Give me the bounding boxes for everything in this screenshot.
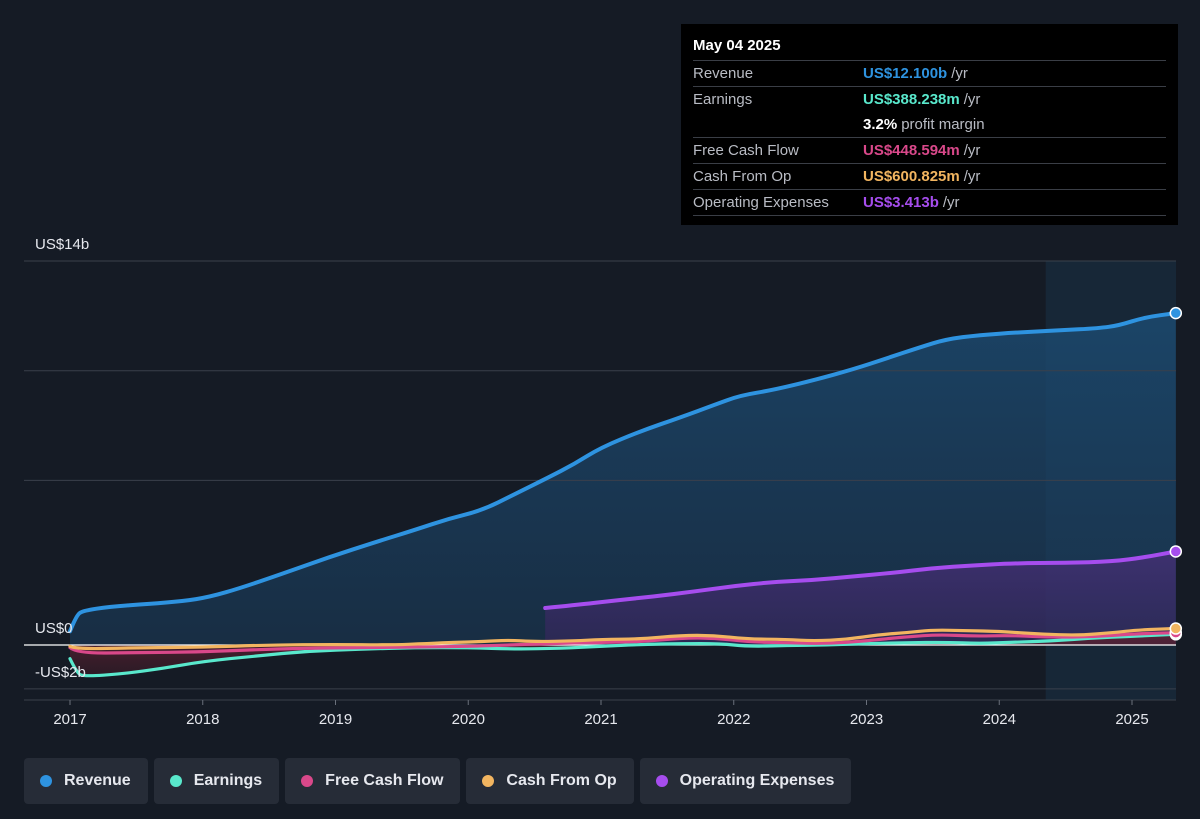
legend-item-operating-expenses[interactable]: Operating Expenses [639,758,852,804]
tooltip-value: 3.2% [863,115,898,133]
y-tick-label: -US$2b [35,664,86,681]
tooltip-value: US$3.413b [863,193,939,211]
tooltip-unit: /yr [942,193,960,211]
tooltip-row-operating-expenses: Operating Expenses US$3.413b /yr [693,189,1166,216]
legend-label: Revenue [64,772,131,789]
tooltip-label: Revenue [693,64,754,82]
x-tick-label: 2018 [186,711,219,728]
tooltip-row-earnings: Earnings US$388.238m /yr [693,86,1166,112]
legend-label: Earnings [193,772,263,789]
x-tick-label: 2024 [983,711,1016,728]
tooltip-row-profit-margin: 3.2% profit margin [693,112,1166,137]
tooltip-value: US$600.825m [863,167,960,185]
tooltip-label: Cash From Op [693,167,792,185]
tooltip-value: US$388.238m [863,90,960,108]
x-tick-label: 2017 [53,711,86,728]
revenue-line [68,311,1178,634]
legend-item-cash-from-op[interactable]: Cash From Op [466,758,634,804]
legend-item-free-cash-flow[interactable]: Free Cash Flow [285,758,461,804]
tooltip-date: May 04 2025 [693,37,781,54]
tooltip-label: Free Cash Flow [693,141,799,159]
y-tick-label: US$14b [35,236,89,253]
tooltip-unit: /yr [963,167,981,185]
tooltip-unit: /yr [963,90,981,108]
x-tick-label: 2022 [717,711,750,728]
x-tick-label: 2021 [584,711,617,728]
legend-dot-icon [40,775,52,787]
x-tick-label: 2023 [850,711,883,728]
legend: Revenue Earnings Free Cash Flow Cash Fro… [24,758,852,804]
tooltip-label: Operating Expenses [693,193,829,211]
legend-dot-icon [482,775,495,787]
tooltip-unit: /yr [951,64,968,82]
earnings-line [68,632,1178,678]
tooltip-value: US$12.100b [863,64,948,82]
x-tick-label: 2019 [319,711,352,728]
revenue-area [70,313,1176,645]
tooltip-label: Earnings [693,90,753,108]
operating-expenses-area [545,551,1176,645]
tooltip-panel: May 04 2025 Revenue US$12.100b /yr Earni… [681,24,1178,225]
y-tick-label: US$0 [35,620,73,637]
free-cash-flow-line [68,631,1178,655]
operating-expenses-line [543,549,1178,610]
legend-item-earnings[interactable]: Earnings [153,758,280,804]
x-tick-label: 2025 [1115,711,1148,728]
legend-dot-icon [655,775,668,787]
revenue-end-dot [1169,306,1183,320]
cash-from-op-end-dot [1169,622,1183,635]
tooltip-row-free-cash-flow: Free Cash Flow US$448.594m /yr [693,137,1166,163]
tooltip-row-cash-from-op: Cash From Op US$600.825m /yr [693,163,1166,189]
legend-item-revenue[interactable]: Revenue [24,758,148,804]
legend-label: Cash From Op [506,772,617,789]
legend-dot-icon [169,775,182,787]
cash-from-op-line [68,626,1178,651]
tooltip-row-revenue: Revenue US$12.100b /yr [693,60,1166,86]
tooltip-unit: profit margin [901,115,985,133]
operating-expenses-end-dot [1169,545,1183,558]
tooltip-unit: /yr [963,141,981,159]
legend-label: Free Cash Flow [325,772,444,789]
legend-dot-icon [301,775,314,787]
x-tick-label: 2020 [452,711,485,728]
tooltip-value: US$448.594m [863,141,960,159]
legend-label: Operating Expenses [679,772,835,789]
